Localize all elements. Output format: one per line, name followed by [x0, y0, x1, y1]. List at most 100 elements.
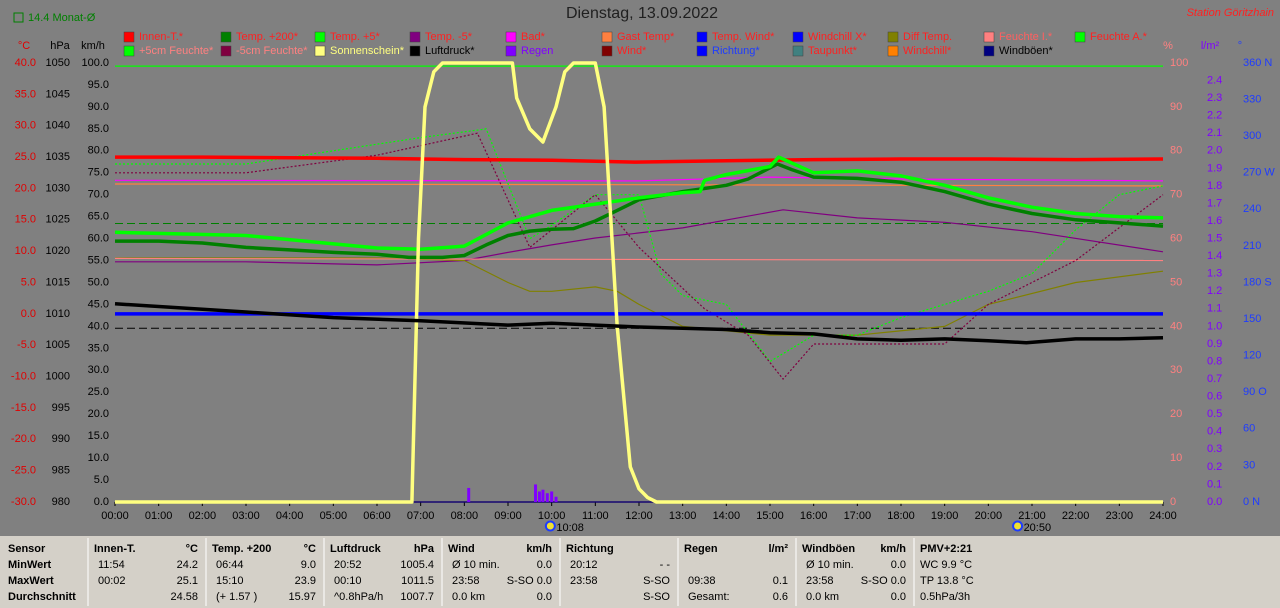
legend-swatch [505, 31, 517, 43]
y-tick-label: 995 [52, 402, 70, 414]
y-tick-label: 240 [1243, 203, 1261, 215]
column-unit: °C [186, 543, 198, 555]
x-tick-label: 23:00 [1106, 510, 1134, 522]
x-tick-label: 08:00 [451, 510, 479, 522]
y-tick-label: 90 [1170, 101, 1182, 113]
y-tick-label: -10.0 [11, 370, 36, 382]
x-tick-label: 18:00 [887, 510, 915, 522]
table-cell: 0.6 [773, 591, 788, 603]
x-tick-label: 17:00 [844, 510, 872, 522]
marker-label: 20:50 [1024, 522, 1052, 534]
x-tick-label: 01:00 [145, 510, 173, 522]
table-cell: 15.97 [288, 591, 316, 603]
rain-bar [545, 493, 549, 502]
legend-swatch [1074, 31, 1086, 43]
column-unit: hPa [414, 543, 435, 555]
series-line [115, 61, 1163, 504]
x-tick-label: 14:00 [713, 510, 741, 522]
y-tick-label: 150 [1243, 313, 1261, 325]
y-tick-label: 0.9 [1207, 338, 1222, 350]
x-tick-label: 16:00 [800, 510, 828, 522]
y-tick-label: 70 [1170, 189, 1182, 201]
axis-unit-label: °C [18, 40, 30, 52]
y-tick-label: 1040 [46, 120, 70, 132]
legend-label: Luftdruck* [425, 45, 475, 57]
y-tick-label: 20.0 [88, 408, 109, 420]
y-tick-label: 1.4 [1207, 250, 1222, 262]
y-tick-label: 80.0 [88, 145, 109, 157]
series-line [115, 209, 1164, 266]
table-cell: S-SO 0.0 [861, 575, 906, 587]
y-tick-label: 100 [1170, 57, 1188, 69]
column-header: Luftdruck [330, 543, 382, 555]
y-tick-label: 210 [1243, 240, 1261, 252]
y-tick-label: 980 [52, 496, 70, 508]
legend-label: Bad* [521, 31, 546, 43]
row-label: MaxWert [8, 575, 54, 587]
x-tick-label: 06:00 [363, 510, 391, 522]
x-tick-label: 20:00 [975, 510, 1003, 522]
table-cell: 11:54 [98, 559, 125, 571]
station-name: Station Göritzhain [1187, 7, 1274, 19]
x-tick-label: 02:00 [189, 510, 217, 522]
table-cell: 0.0 [891, 559, 906, 571]
rain-bar [541, 489, 545, 502]
table-cell: S-SO 0.0 [507, 575, 552, 587]
y-tick-label: 30 [1170, 364, 1182, 376]
y-tick-label: 330 [1243, 93, 1261, 105]
summary-table: Sensor MinWert MaxWert Durchschnitt Innen-T.… [8, 538, 974, 606]
y-tick-label: 60.0 [88, 233, 109, 245]
y-tick-label: 0.0 [94, 496, 109, 508]
legend-swatch [601, 45, 613, 57]
y-tick-label: 100.0 [81, 57, 109, 69]
legend-label: Innen-T.* [139, 31, 184, 43]
column-unit: km/h [880, 543, 906, 555]
table-cell: 23.9 [295, 575, 316, 587]
row-label: MinWert [8, 559, 52, 571]
rain-bar [537, 491, 541, 502]
legend-label: Feuchte A.* [1090, 31, 1148, 43]
marker-icon [544, 520, 556, 532]
legend-label: Temp. +200* [236, 31, 299, 43]
table-cell: 24.2 [177, 559, 198, 571]
table-cell: 0.0 [891, 591, 906, 603]
legend-label: Diff Temp. [903, 31, 952, 43]
y-tick-label: 10.0 [88, 452, 109, 464]
y-tick-label: 1.3 [1207, 268, 1222, 280]
y-tick-label: 1.7 [1207, 197, 1222, 209]
legend-label: Sonnenschein* [330, 45, 405, 57]
series-line [115, 257, 1164, 336]
legend-label: Gast Temp* [617, 31, 675, 43]
table-cell: ^0.8hPa/h [334, 591, 383, 603]
reference-legend-box [13, 12, 24, 23]
column-unit: km/h [526, 543, 552, 555]
y-tick-label: 1.6 [1207, 215, 1222, 227]
y-tick-label: 70.0 [88, 189, 109, 201]
y-tick-label: 10.0 [15, 245, 36, 257]
series-line [114, 155, 1164, 252]
y-tick-label: 0.2 [1207, 461, 1222, 473]
column-header: Wind [448, 543, 475, 555]
y-tick-label: 1015 [46, 276, 70, 288]
table-cell: TP 13.8 °C [920, 575, 974, 587]
y-tick-label: 85.0 [88, 123, 109, 135]
y-tick-label: 1.8 [1207, 180, 1222, 192]
series-line [114, 183, 1164, 187]
legend-label: Feuchte I.* [999, 31, 1053, 43]
y-tick-label: 30 [1243, 459, 1255, 471]
y-tick-label: 65.0 [88, 211, 109, 223]
legend-label: Windchill* [903, 45, 952, 57]
column-header: PMV+2:21 [920, 543, 972, 555]
axis-unit-label: l/m² [1201, 40, 1220, 52]
table-cell: Ø 10 min. [452, 559, 500, 571]
x-tick-label: 19:00 [931, 510, 959, 522]
table-cell: 0.1 [773, 575, 788, 587]
y-tick-label: 1050 [46, 57, 70, 69]
legend-swatch [123, 31, 135, 43]
y-tick-label: 20 [1170, 408, 1182, 420]
y-tick-label: 50.0 [88, 276, 109, 288]
rain-bar [467, 487, 471, 502]
y-tick-label: 1045 [46, 88, 70, 100]
y-tick-label: 1035 [46, 151, 70, 163]
